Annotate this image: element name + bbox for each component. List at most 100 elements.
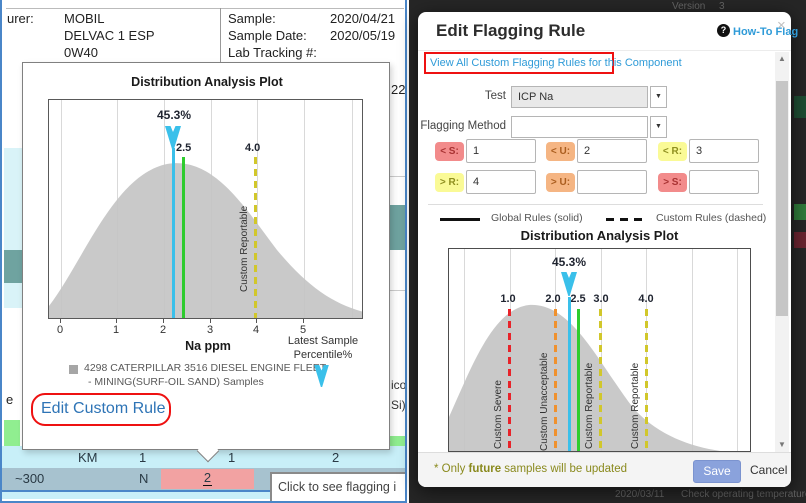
sample-date-value: 2020/05/19 [330,28,396,43]
sample-value: 2020/04/21 [330,11,396,26]
note-prefix: * Only [434,463,469,475]
plot-title: Distribution Analysis Plot [520,228,679,243]
flagging-method-select[interactable] [511,116,648,138]
global-rules-label: Global Rules (solid) [491,212,583,224]
custom-reportable-line [599,309,602,451]
distribution-curve [449,304,721,451]
latest-sample-caption-2: Percentile% [293,349,353,361]
gridline [737,249,738,451]
threshold-input-lt-s[interactable] [466,139,536,163]
threshold-badge-lt-r: < R: [658,142,687,161]
footer-note: * Only future samples will be updated [434,463,627,475]
axis-tick [303,319,304,323]
cell: 1 [139,450,147,465]
view-all-custom-rules-link[interactable]: View All Custom Flagging Rules for this … [430,57,682,69]
custom-reportable-label: Custom Reportable [239,205,250,292]
custom-severe-line [508,309,511,451]
how-to-flag-link[interactable]: How-To Flag [733,26,799,38]
bg-table-divider [220,8,221,62]
bg-version-label: Version [672,1,706,12]
stray-value-22: 22 [391,82,406,97]
latest-sample-marker-icon [165,126,181,150]
threshold-input-lt-r[interactable] [689,139,759,163]
table-row [2,492,405,499]
scroll-down-arrow[interactable]: ▼ [778,440,786,449]
threshold-input-lt-u[interactable] [577,139,647,163]
stray-fragment-ico: ico [391,378,407,392]
latest-sample-caption-1: Latest Sample [287,335,359,347]
axis-tick [116,319,117,323]
gridline [692,249,693,451]
global-rule-line-green [577,309,580,451]
flagged-value-cell[interactable]: 2 [161,469,254,489]
test-dropdown-button[interactable]: ▼ [650,86,667,108]
x-tick-label: 0 [56,324,64,336]
close-icon[interactable]: × [777,17,786,34]
stray-fragment-e: e [6,392,14,407]
bg-line [390,290,405,291]
threshold-input-gt-u[interactable] [577,170,647,194]
axis-tick [163,319,164,323]
gridline [61,100,62,318]
custom-severe-label: Custom Severe [493,380,504,449]
scrollbar-thumb[interactable] [776,81,788,316]
axis-tick [256,319,257,323]
cell-flag-letter: N [139,471,149,486]
bg-strip-teal [4,250,22,283]
x-tick-label: 1 [112,324,120,336]
threshold-badge-lt-u: < U: [546,142,575,161]
custom-reportable-label: Custom Reportable [630,362,641,449]
latest-sample-line [172,148,175,318]
cell: 2 [332,450,340,465]
yellow-line-label: 4.0 [245,142,261,154]
dialog-title: Edit Flagging Rule [436,21,586,40]
custom-unacceptable-line [554,309,557,451]
gridline [257,100,258,318]
threshold-badge-gt-r: > R: [435,173,464,192]
threshold-input-gt-s[interactable] [689,170,759,194]
bg-patch [794,232,806,248]
rule-value-label: 3.0 [593,293,609,305]
bg-strip [4,148,22,308]
save-button[interactable]: Save [693,460,741,483]
sample-label: Sample: [228,11,276,26]
note-bold: future [468,463,502,475]
x-tick-label: 5 [299,324,307,336]
percentile-label: 45.3% [156,108,192,122]
lab-tracking-label: Lab Tracking #: [228,45,317,60]
highlight-box [424,52,614,74]
edit-flagging-rule-dialog: Edit Flagging Rule ? How-To Flag × View … [418,12,798,487]
latest-sample-line [568,297,571,451]
cancel-button[interactable]: Cancel [750,463,788,477]
test-select[interactable]: ICP Na [511,86,648,108]
threshold-badge-lt-s: < S: [435,142,464,161]
sample-date-label: Sample Date: [228,28,307,43]
threshold-input-gt-r[interactable] [466,170,536,194]
manufacturer-label-fragment: urer: [7,11,34,26]
flagged-value[interactable]: 2 [202,470,213,486]
left-panel: urer: MOBIL DELVAC 1 ESP 0W40 Sample: 20… [0,0,407,503]
distribution-curve [49,163,362,318]
x-axis-label: Na ppm [185,339,231,353]
flagging-method-dropdown-button[interactable]: ▼ [650,116,667,138]
note-suffix: samples will be updated [501,463,628,475]
custom-rules-label: Custom Rules (dashed) [656,212,767,224]
test-label: Test [484,90,506,102]
global-rules-line [440,218,480,221]
tooltip-text: Click to see flagging i [278,480,397,494]
global-rule-line-green [182,157,185,318]
custom-rule-line-yellow [254,157,257,318]
rule-value-label: 2.5 [570,293,586,305]
distribution-popup: Distribution Analysis Plot 45.3% 2.5 [22,62,390,463]
scrollbar-track[interactable]: ▲ ▼ [775,52,789,452]
help-icon: ? [717,24,730,37]
section-divider [428,204,763,205]
bg-patch [794,204,806,220]
right-panel-overlay: Version 3 2020/03/11 Check operating tem… [409,0,806,503]
edit-custom-rule-link[interactable]: Edit Custom Rule [41,400,166,417]
scroll-up-arrow[interactable]: ▲ [778,54,786,63]
x-tick-label: 3 [206,324,214,336]
cell: 1 [228,450,236,465]
flagging-tooltip: Click to see flagging i [270,472,405,501]
dialog-footer: * Only future samples will be updated Sa… [418,452,791,487]
